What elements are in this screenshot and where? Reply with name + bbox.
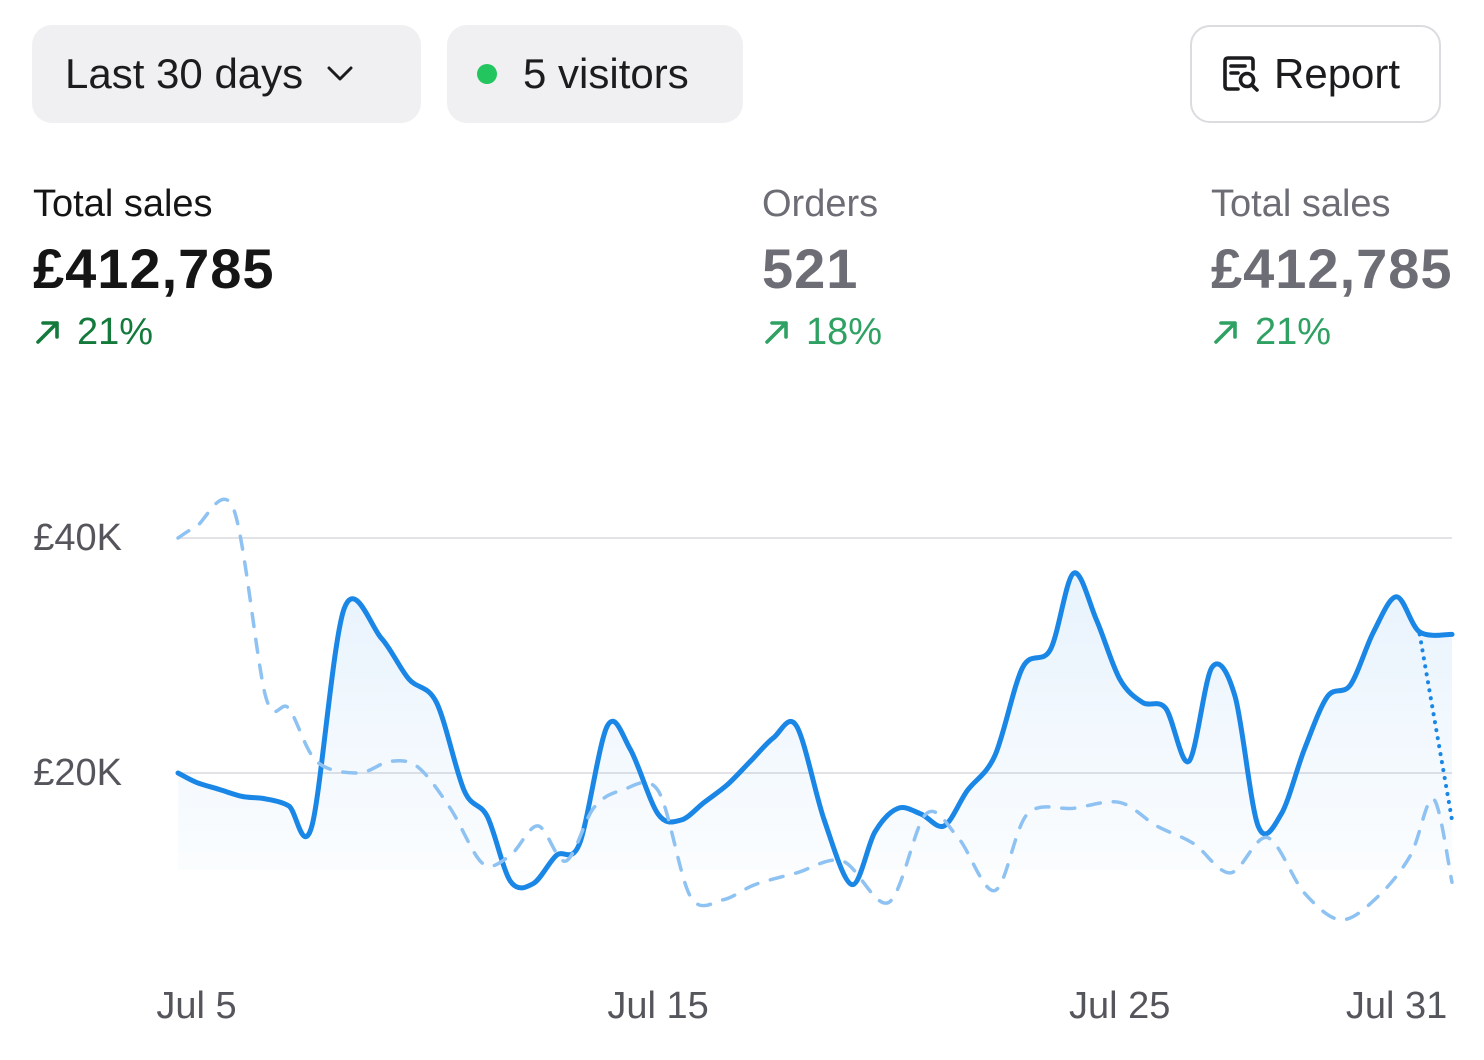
x-tick-label: Jul 5 [156, 985, 236, 1027]
chevron-down-icon [327, 66, 353, 82]
metric-label: Orders [762, 183, 879, 225]
series-area-fill [178, 572, 1452, 888]
date-range-dropdown[interactable]: Last 30 days [32, 25, 421, 123]
series-line-projected [1417, 632, 1454, 822]
metric-orders[interactable]: Orders 521 18% [762, 180, 882, 356]
report-button[interactable]: Report [1190, 25, 1441, 123]
metric-change: 21% [33, 308, 275, 356]
report-label: Report [1274, 50, 1401, 97]
toolbar: Last 30 days 5 visitors Report [0, 0, 1484, 140]
y-tick-label: £40K [33, 517, 122, 559]
arrow-up-right-icon [762, 317, 792, 347]
metric-total-sales[interactable]: Total sales £412,785 21% [33, 180, 275, 356]
arrow-up-right-icon [33, 317, 63, 347]
metric-total-sales-secondary[interactable]: Total sales £412,785 21% [1211, 180, 1453, 356]
arrow-up-right-icon [1211, 317, 1241, 347]
metric-value: £412,785 [33, 237, 275, 300]
metric-change-value: 21% [1255, 311, 1332, 353]
report-search-icon [1222, 54, 1260, 94]
series-line-current [175, 570, 1455, 891]
metric-label: Total sales [33, 183, 213, 225]
live-status-dot [477, 64, 497, 84]
metric-change-value: 18% [806, 311, 883, 353]
metric-change-value: 21% [77, 311, 154, 353]
metric-value: 521 [762, 237, 859, 300]
metric-value: £412,785 [1211, 237, 1453, 300]
x-tick-label: Jul 15 [607, 985, 708, 1027]
metric-change: 18% [762, 308, 882, 356]
metric-change: 21% [1211, 308, 1453, 356]
y-tick-label: £20K [33, 752, 122, 794]
series-line-previous [176, 497, 1454, 922]
metric-label: Total sales [1211, 183, 1391, 225]
x-tick-label: Jul 31 [1346, 985, 1447, 1027]
x-tick-label: Jul 25 [1069, 985, 1170, 1027]
visitors-badge[interactable]: 5 visitors [447, 25, 743, 123]
visitors-label: 5 visitors [523, 50, 689, 97]
date-range-label: Last 30 days [65, 50, 304, 97]
